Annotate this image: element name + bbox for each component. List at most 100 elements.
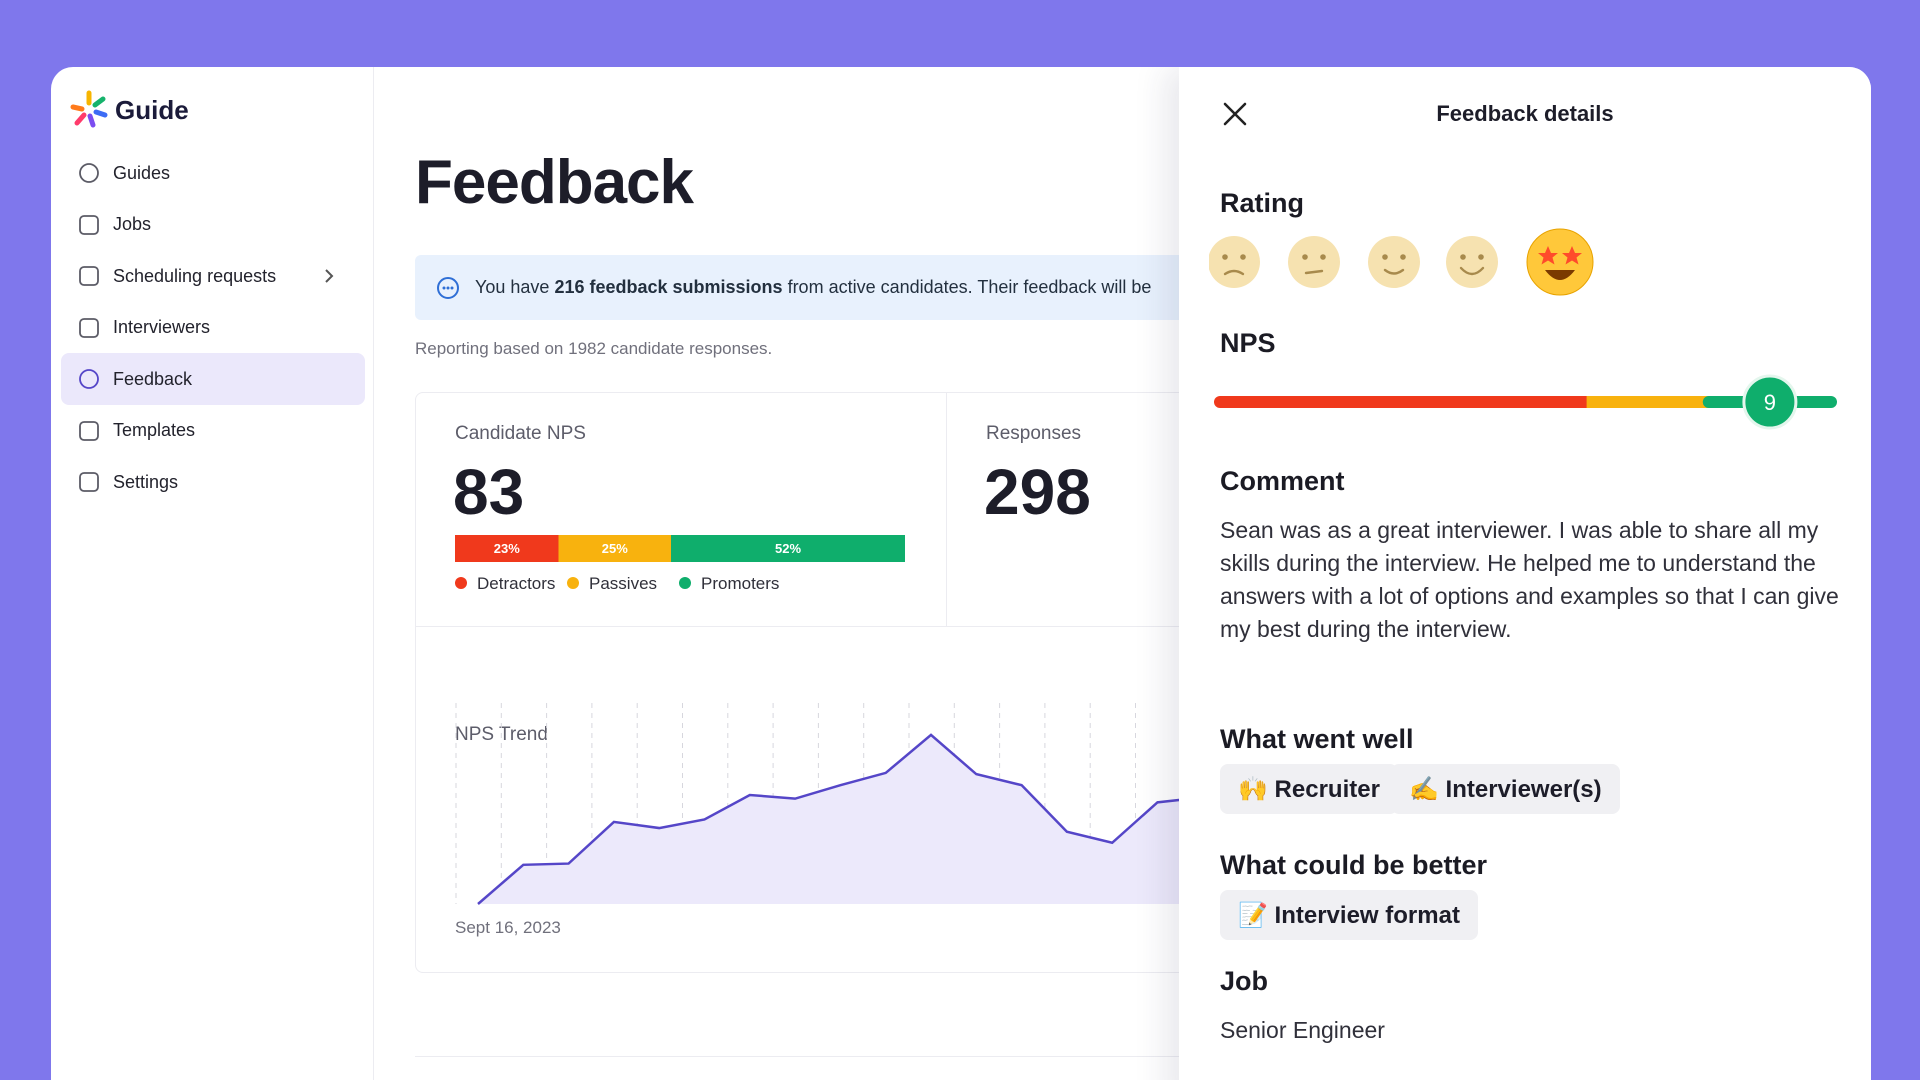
stat-label: Responses <box>986 423 1082 444</box>
face <box>1368 236 1420 288</box>
icon-shape <box>79 163 99 183</box>
divider <box>416 626 1516 627</box>
icon-shape <box>79 317 99 338</box>
icon-shape <box>79 369 99 389</box>
stat-label: Candidate NPS <box>455 423 586 444</box>
banner-text: You have <box>475 277 550 297</box>
nav-item[interactable]: Guides <box>61 147 365 199</box>
eye <box>1382 254 1388 260</box>
eye <box>1320 254 1326 260</box>
section-label: Rating <box>1220 188 1304 218</box>
nav-item[interactable]: Templates <box>61 405 365 457</box>
rating-face[interactable] <box>1209 236 1260 288</box>
mouth <box>1304 269 1324 275</box>
banner-count: 216 feedback submissions <box>554 277 783 297</box>
chip: 🙌 Recruiter <box>1220 764 1398 814</box>
section-label: What went well <box>1220 724 1414 754</box>
bar-label: 23% <box>494 541 520 556</box>
face <box>1209 236 1260 288</box>
logo <box>70 90 108 128</box>
nav-icon <box>79 472 99 492</box>
nav-label: Guides <box>113 162 171 183</box>
legend-label: Detractors <box>477 574 555 593</box>
legend-label: Promoters <box>701 574 779 593</box>
tab-divider <box>415 1056 1235 1057</box>
panel-title: Feedback details <box>1436 101 1614 126</box>
bar-segment <box>671 535 905 562</box>
page-title: Feedback <box>415 148 694 217</box>
eye <box>1302 254 1308 260</box>
icon-shape <box>79 472 99 492</box>
rating-faces <box>1209 228 1594 296</box>
face <box>1526 228 1594 296</box>
nps-slider: 9 <box>1214 374 1837 430</box>
star-eye <box>1538 246 1558 265</box>
nav-item[interactable]: Interviewers <box>61 302 365 354</box>
icon-shape <box>79 420 99 441</box>
rating-face[interactable] <box>1446 236 1498 288</box>
brand: Guide <box>115 95 189 125</box>
nav-label: Jobs <box>113 214 152 234</box>
face <box>1288 236 1340 288</box>
job-title: Senior Engineer <box>1220 1017 1385 1043</box>
nav-icon <box>79 163 99 183</box>
chevron <box>325 269 334 283</box>
banner-text: from active candidates. Their feedback w… <box>787 277 1152 297</box>
nav-label: Templates <box>113 420 196 440</box>
rating-face[interactable] <box>1288 236 1340 288</box>
nav-item[interactable]: Settings <box>61 456 365 508</box>
section-label: Job <box>1220 966 1269 996</box>
chat-icon <box>437 276 459 299</box>
comment-text: Sean was as a great interviewer. I was a… <box>1220 517 1839 642</box>
legend-dot <box>567 577 579 589</box>
bar-segment <box>455 535 559 562</box>
eye <box>1460 254 1466 260</box>
eye <box>1478 254 1484 260</box>
legend-dot <box>455 577 467 589</box>
section-label: What could be better <box>1220 850 1488 880</box>
app-window: Guide Guides Jobs Scheduling requests Inter… <box>51 67 1871 1080</box>
face <box>1446 236 1498 288</box>
nav-icon <box>79 266 99 286</box>
rating-face[interactable] <box>1368 236 1420 288</box>
nav-icon <box>79 369 99 389</box>
nav-icon <box>79 420 99 441</box>
nav-label: Interviewers <box>113 317 211 337</box>
nav-label: Settings <box>113 471 179 492</box>
bar-label: 52% <box>775 541 801 556</box>
eye <box>1222 254 1228 260</box>
rating-face[interactable] <box>1526 228 1594 296</box>
mouth <box>1459 266 1485 276</box>
stat-value: 83 <box>453 456 525 528</box>
x-tick-label: Sept 16, 2023 <box>455 918 561 937</box>
chip: ✍️ Interviewer(s) <box>1391 764 1620 814</box>
bar-label: 25% <box>602 541 628 556</box>
close-button[interactable] <box>1221 100 1249 128</box>
nav-item[interactable]: Scheduling requests <box>61 250 365 302</box>
area <box>478 734 1203 904</box>
stat-value: 298 <box>984 456 1091 528</box>
mouth <box>1223 269 1245 276</box>
legend-dot <box>679 577 691 589</box>
nav-item[interactable]: Feedback <box>61 353 365 405</box>
nav-item[interactable]: Jobs <box>61 199 365 251</box>
nav-label: Scheduling requests <box>113 265 277 286</box>
sidebar: Guide Guides Jobs Scheduling requests Inter… <box>51 67 374 1080</box>
divider <box>946 393 947 626</box>
mouth <box>1545 270 1575 280</box>
nav-icon <box>79 214 99 235</box>
eye <box>1240 254 1246 260</box>
eye <box>1400 254 1406 260</box>
slider-knob[interactable] <box>1742 374 1798 430</box>
nav-label: Feedback <box>113 368 193 389</box>
line <box>477 733 1203 905</box>
charts: 23% Detractors 25% Passives 52% Promoters Sept… <box>455 535 1203 937</box>
chip: 📝 Interview format <box>1220 890 1478 940</box>
star-eye <box>1562 246 1582 265</box>
legend-label: Passives <box>589 574 657 593</box>
mouth <box>1383 268 1405 275</box>
icon-shape <box>79 266 99 286</box>
section-label: Comment <box>1220 466 1345 496</box>
details-panel: Feedback details Rating NPS 9 Comment Se… <box>1179 67 1871 1080</box>
